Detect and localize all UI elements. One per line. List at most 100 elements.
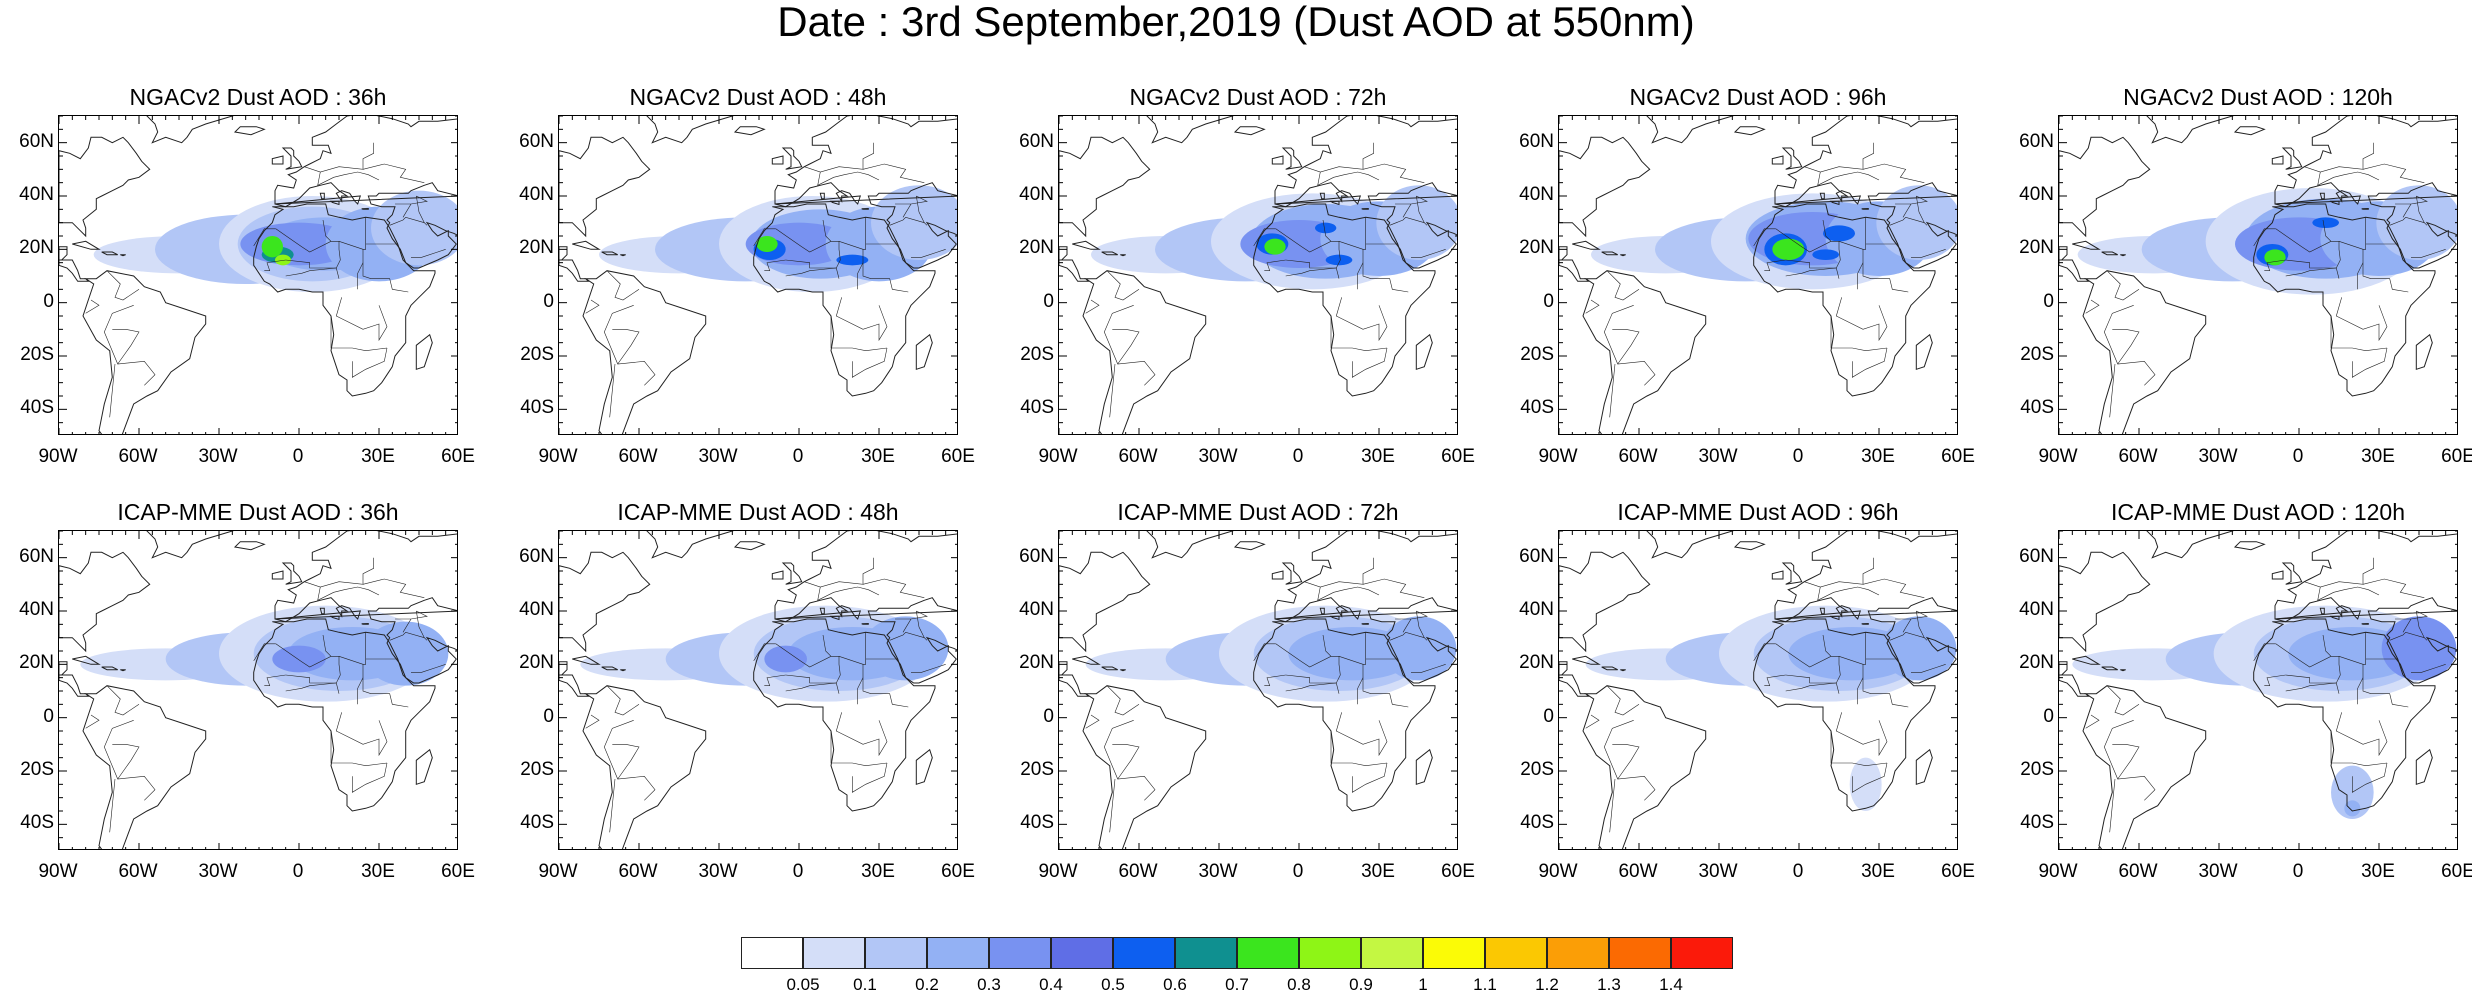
country-border bbox=[2411, 249, 2446, 258]
lat-tick-label: 40N bbox=[19, 184, 54, 205]
dust-contour bbox=[756, 236, 778, 252]
country-border bbox=[1389, 631, 1428, 641]
map-frame bbox=[1058, 530, 1458, 850]
map-panel: ICAP-MME Dust AOD : 48h 60N 40N 20N 0 20S 40S 9… bbox=[500, 497, 1000, 907]
lon-tick-label: 90W bbox=[1538, 446, 1578, 467]
lat-tick-label: 60N bbox=[1019, 130, 1054, 152]
lat-tick-label: 60N bbox=[519, 545, 554, 567]
country-border bbox=[85, 299, 100, 314]
coastline bbox=[2059, 551, 2151, 653]
coastline bbox=[2361, 622, 2369, 625]
coastline bbox=[1253, 618, 1436, 812]
country-border bbox=[1835, 297, 1888, 342]
country-border bbox=[609, 363, 616, 418]
country-border bbox=[585, 714, 600, 729]
country-border bbox=[1916, 195, 1925, 223]
coastline bbox=[274, 531, 457, 684]
country-border bbox=[2103, 305, 2156, 386]
coastline bbox=[1781, 147, 1803, 170]
country-border bbox=[264, 259, 286, 271]
panel-title: NGACv2 Dust AOD : 72h bbox=[1129, 84, 1387, 110]
lat-tick-label: 40S bbox=[520, 812, 554, 834]
country-border bbox=[2335, 712, 2388, 757]
coastline bbox=[582, 685, 707, 849]
coastline bbox=[2253, 618, 2436, 812]
lat-tick-label: 0 bbox=[1043, 705, 1054, 727]
colorbar-swatch bbox=[1547, 937, 1609, 969]
coastline bbox=[1646, 531, 1734, 559]
country-border bbox=[352, 762, 388, 793]
country-border bbox=[2389, 216, 2428, 226]
country-border bbox=[2085, 299, 2100, 314]
country-border bbox=[1106, 685, 1140, 716]
country-border bbox=[606, 685, 640, 716]
country-border bbox=[830, 731, 888, 767]
lon-tick-label: 30E bbox=[2361, 861, 2395, 882]
country-border bbox=[753, 643, 776, 662]
country-border bbox=[275, 643, 341, 694]
coastline bbox=[1753, 203, 1936, 397]
dust-contour bbox=[1325, 254, 1353, 266]
country-border bbox=[362, 578, 425, 598]
colorbar-swatch bbox=[865, 937, 927, 969]
coastline bbox=[146, 116, 234, 144]
country-border bbox=[335, 712, 388, 757]
country-border bbox=[817, 586, 880, 601]
country-border bbox=[411, 249, 446, 258]
coastline bbox=[2059, 674, 2090, 697]
country-border bbox=[1603, 720, 1656, 801]
coastline bbox=[1601, 666, 1618, 671]
country-border bbox=[1830, 316, 1888, 352]
country-border bbox=[1862, 163, 1925, 183]
coastline bbox=[2072, 655, 2101, 665]
coastline bbox=[2253, 203, 2436, 397]
dust-contour bbox=[275, 254, 291, 266]
coastline bbox=[1059, 551, 1151, 653]
colorbar-swatch bbox=[1175, 937, 1237, 969]
lon-tick-label: 0 bbox=[2292, 861, 2304, 882]
coastline bbox=[559, 661, 568, 676]
lon-tick-label: 60W bbox=[1618, 861, 1658, 882]
coastline bbox=[819, 607, 825, 615]
panel-title: ICAP-MME Dust AOD : 48h bbox=[617, 499, 899, 525]
coastline bbox=[774, 116, 957, 269]
country-border bbox=[1775, 228, 1841, 279]
lat-tick-label: 0 bbox=[1543, 705, 1554, 727]
country-border bbox=[916, 610, 925, 638]
lon-tick-label: 30W bbox=[1198, 446, 1238, 467]
lat-tick-label: 0 bbox=[543, 290, 554, 312]
coastline bbox=[271, 155, 284, 165]
country-border bbox=[862, 163, 925, 183]
coastline bbox=[861, 622, 869, 625]
lon-tick-label: 60E bbox=[441, 446, 475, 467]
country-border bbox=[1103, 720, 1156, 801]
coastline bbox=[1753, 618, 1936, 812]
coastline bbox=[733, 541, 766, 551]
country-border bbox=[1103, 305, 1156, 386]
lon-tick-label: 0 bbox=[792, 446, 804, 467]
country-border bbox=[1838, 656, 1864, 665]
frame-ticks bbox=[2059, 116, 2457, 434]
country-border bbox=[1817, 171, 1880, 186]
lon-tick-label: 30W bbox=[1698, 446, 1738, 467]
lat-tick-label: 40S bbox=[1520, 397, 1554, 419]
country-border bbox=[764, 674, 786, 686]
dust-contour bbox=[863, 616, 949, 681]
lat-tick-label: 0 bbox=[1543, 290, 1554, 312]
country-border bbox=[804, 142, 874, 173]
lon-tick-label: 30W bbox=[1198, 861, 1238, 882]
coastline bbox=[559, 674, 590, 697]
colorbar-label: 0.4 bbox=[1039, 975, 1063, 994]
country-border bbox=[1911, 249, 1946, 258]
figure-title: Date : 3rd September,2019 (Dust AOD at 5… bbox=[777, 0, 1695, 45]
country-border bbox=[609, 778, 616, 833]
country-border bbox=[2362, 262, 2409, 293]
country-border bbox=[1362, 677, 1409, 708]
country-border bbox=[1862, 578, 1925, 598]
country-border bbox=[1395, 610, 1428, 633]
coastline bbox=[1271, 570, 1284, 580]
lon-tick-label: 90W bbox=[1038, 861, 1078, 882]
coastline bbox=[101, 666, 118, 671]
lon-tick-label: 0 bbox=[292, 861, 304, 882]
country-border bbox=[889, 631, 928, 641]
